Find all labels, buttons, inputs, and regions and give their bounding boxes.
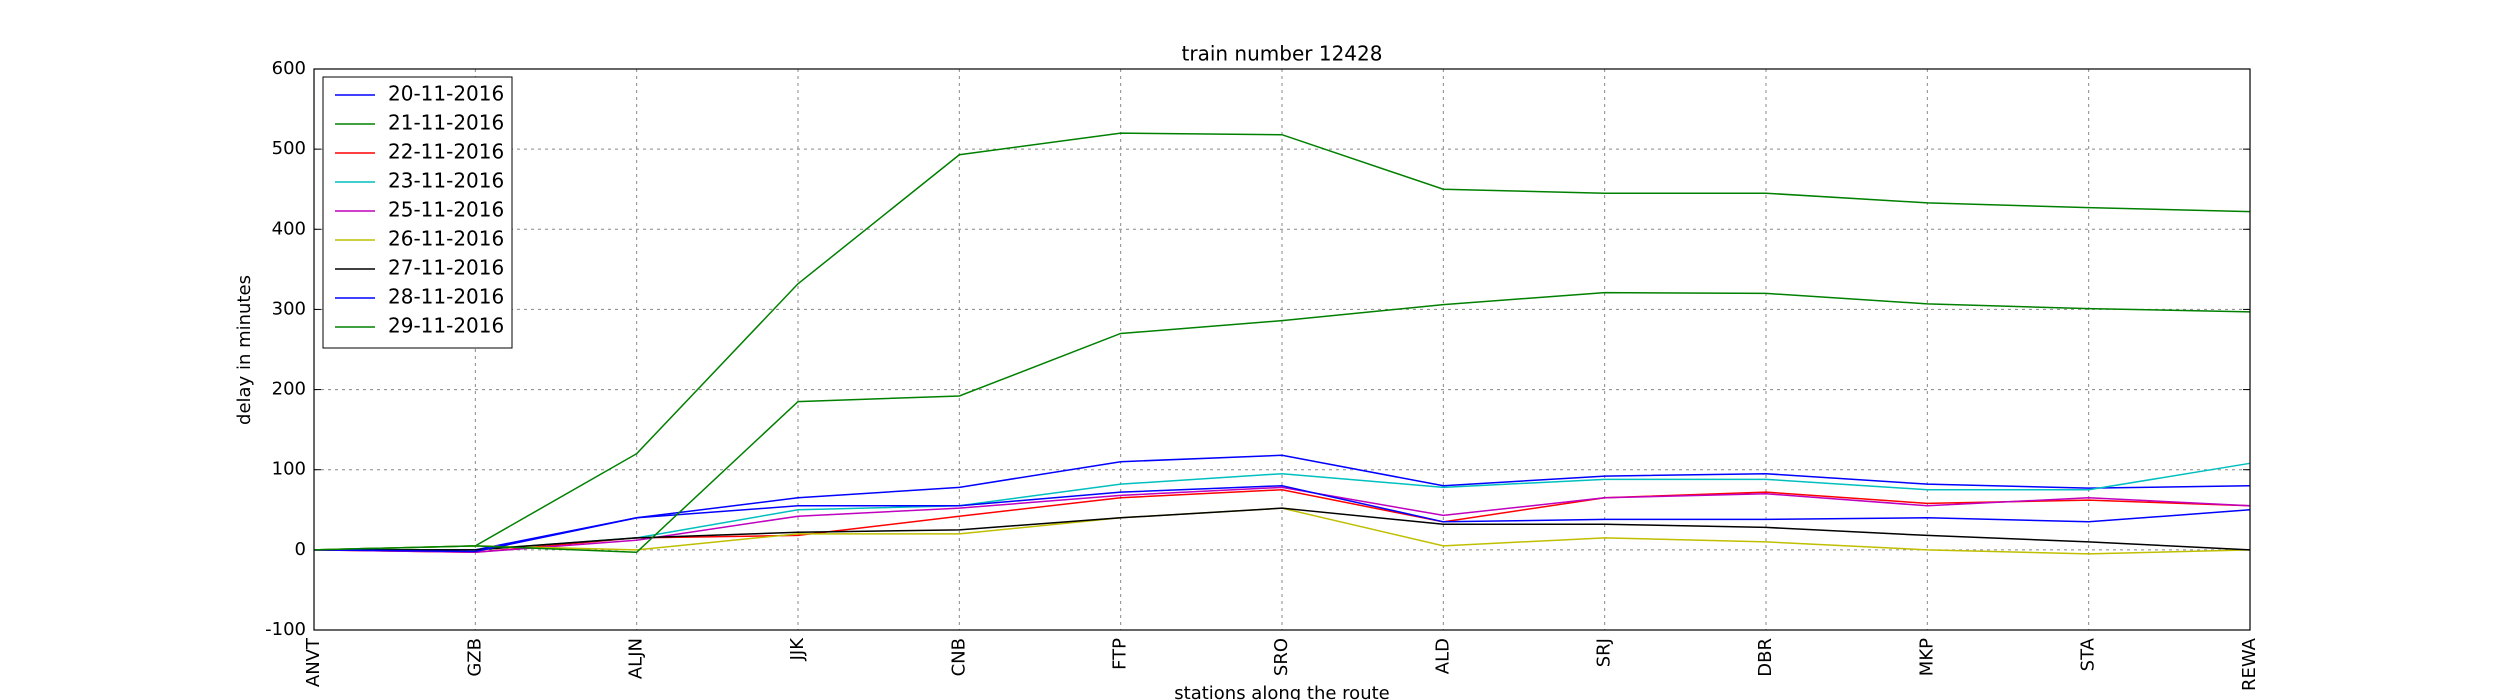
- series-line: [313, 291, 2251, 554]
- legend-label: 22-11-2016: [388, 140, 504, 164]
- x-axis-label: stations along the route: [1174, 683, 1389, 700]
- y-tick-label: 600: [272, 58, 306, 79]
- legend-label: 26-11-2016: [388, 227, 504, 251]
- x-tick-label: MKP: [1916, 638, 1937, 676]
- legend-label: 21-11-2016: [388, 111, 504, 135]
- y-tick-label: 0: [295, 539, 306, 560]
- series-line: [313, 484, 2251, 553]
- legend-label: 29-11-2016: [388, 314, 504, 338]
- x-tick-label: GZB: [464, 638, 485, 677]
- plot-frame: [313, 68, 2251, 631]
- legend-box: [322, 76, 513, 349]
- x-tick-label: STA: [2078, 637, 2099, 671]
- legend-label: 25-11-2016: [388, 198, 504, 222]
- x-tick-label: REWA: [2239, 637, 2260, 691]
- y-tick-label: 200: [272, 379, 306, 400]
- y-tick-label: 400: [272, 218, 306, 239]
- legend-label: 20-11-2016: [388, 82, 504, 106]
- series-line: [313, 132, 2251, 551]
- legend-label: 23-11-2016: [388, 169, 504, 193]
- y-axis-label: delay in minutes: [234, 275, 255, 425]
- series-line: [313, 486, 2251, 554]
- y-tick-label: -100: [265, 619, 306, 640]
- y-tick-label: 100: [272, 459, 306, 480]
- x-tick-label: DBR: [1755, 638, 1776, 677]
- x-tick-label: SRJ: [1594, 638, 1615, 667]
- legend-label: 27-11-2016: [388, 256, 504, 280]
- x-tick-label: JJK: [787, 637, 808, 662]
- y-tick-label: 300: [272, 298, 306, 319]
- legend-label: 28-11-2016: [388, 285, 504, 309]
- x-tick-label: SRO: [1271, 638, 1292, 676]
- y-tick-label: 500: [272, 138, 306, 159]
- chart-title: train number 12428: [1182, 42, 1383, 66]
- x-tick-label: ALJN: [626, 638, 647, 679]
- x-tick-label: FTP: [1110, 638, 1131, 670]
- x-tick-label: ALD: [1432, 638, 1453, 674]
- series-line: [314, 507, 2251, 551]
- x-tick-label: CNB: [948, 638, 969, 676]
- x-tick-label: ANVT: [303, 637, 324, 687]
